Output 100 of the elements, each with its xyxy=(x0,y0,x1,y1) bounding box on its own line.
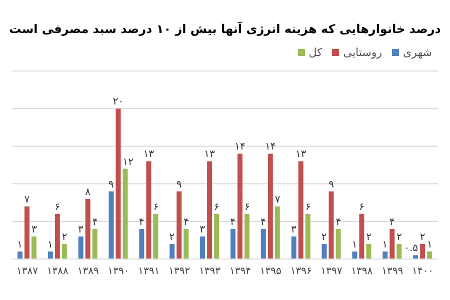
bar xyxy=(328,191,334,259)
bar xyxy=(116,108,121,259)
data-label: ۴ xyxy=(230,216,236,228)
data-label: ۲ xyxy=(321,232,327,243)
bar xyxy=(413,255,418,259)
data-label: ۶ xyxy=(153,202,159,213)
data-label: ۱۳ xyxy=(143,149,155,160)
data-label: ۱۲ xyxy=(122,156,134,168)
data-label: ۰.۵ xyxy=(404,243,418,254)
bar xyxy=(420,244,426,259)
bar xyxy=(359,214,364,259)
bar xyxy=(62,244,67,259)
bar xyxy=(24,206,30,259)
data-label: ۱۴ xyxy=(234,142,246,153)
x-tick-label: ۱۳۹۸ xyxy=(351,266,374,278)
bar xyxy=(305,214,310,259)
bar xyxy=(176,191,182,259)
bar xyxy=(352,251,358,259)
bar xyxy=(17,251,22,259)
bar xyxy=(366,244,372,259)
x-tick-label: ۱۳۹۱ xyxy=(138,266,160,278)
data-label: ۳ xyxy=(78,224,84,236)
x-tick-label: ۱۳۸۸ xyxy=(46,266,70,278)
x-tick-label: ۱۳۹۲ xyxy=(168,266,190,278)
data-label: ۶ xyxy=(359,202,364,213)
bar xyxy=(54,214,60,259)
data-label: ۹ xyxy=(176,179,182,190)
data-label: ۱۳ xyxy=(204,149,216,160)
data-label: ۲ xyxy=(169,232,175,243)
data-label: ۴ xyxy=(260,216,266,228)
bar xyxy=(336,228,341,259)
bar xyxy=(108,191,114,259)
data-label: ۲ xyxy=(62,232,68,243)
bar xyxy=(230,228,236,259)
data-label: ۷ xyxy=(24,194,30,206)
x-tick-label: ۱۳۹۷ xyxy=(320,266,343,278)
x-tick-label: ۱۴۰۰ xyxy=(412,266,434,278)
x-tick-label: ۱۳۹۵ xyxy=(260,266,282,278)
bar xyxy=(274,206,280,259)
bar xyxy=(31,236,36,259)
bar xyxy=(146,161,152,259)
bar xyxy=(170,244,175,259)
bar xyxy=(78,236,84,259)
bar xyxy=(382,251,388,259)
bar xyxy=(291,236,296,259)
bar xyxy=(322,244,327,259)
data-label: ۳ xyxy=(290,224,297,236)
data-label: ۱ xyxy=(352,239,358,250)
data-label: ۶ xyxy=(305,202,311,213)
data-label: ۴ xyxy=(184,216,189,228)
bar xyxy=(427,251,432,259)
data-label: ۲۰ xyxy=(112,96,124,108)
data-label: ۹ xyxy=(108,179,114,190)
data-label: ۲ xyxy=(396,232,402,243)
data-label: ۱ xyxy=(382,239,388,250)
data-label: ۸ xyxy=(85,186,92,198)
x-tick-label: ۱۳۹۴ xyxy=(229,266,251,278)
data-label: ۷ xyxy=(274,194,281,206)
data-label: ۱۴ xyxy=(265,142,276,153)
data-label: ۶ xyxy=(244,202,250,213)
legend-label: روستایی xyxy=(343,46,382,59)
chart-title: درصد خانوارهایی که هزینه انرژی آنها بیش از ۱۰ درصد سبد مصرفی است xyxy=(8,20,442,38)
bar xyxy=(153,214,158,259)
data-label: ۲ xyxy=(420,232,426,243)
bar xyxy=(244,214,250,259)
bar xyxy=(396,244,402,259)
data-label: ۳ xyxy=(31,224,38,236)
bar xyxy=(139,228,144,259)
bar xyxy=(260,228,266,259)
bar xyxy=(48,251,53,259)
data-label: ۲ xyxy=(366,232,372,243)
bar xyxy=(268,154,273,259)
data-label: ۳ xyxy=(200,224,206,236)
x-tick-label: ۱۳۹۶ xyxy=(290,266,312,278)
data-label: ۶ xyxy=(214,202,220,213)
data-label: ۴ xyxy=(92,216,98,228)
bar xyxy=(122,168,128,259)
data-label: ۱ xyxy=(48,239,53,250)
bar xyxy=(214,214,220,259)
bar xyxy=(237,154,242,259)
bar xyxy=(85,198,90,259)
data-label: ۴ xyxy=(138,216,144,228)
bar xyxy=(184,228,189,259)
bar xyxy=(92,228,98,259)
data-label: ۱۳ xyxy=(295,149,307,160)
legend-label: کل xyxy=(308,46,322,59)
x-tick-label: ۱۳۹۹ xyxy=(382,266,404,278)
bar xyxy=(298,161,304,259)
x-tick-label: ۱۳۹۰ xyxy=(108,266,130,278)
data-label: ۹ xyxy=(328,179,334,190)
x-tick-label: ۱۳۸۹ xyxy=(77,266,99,278)
bar xyxy=(200,236,206,259)
legend-label: شهری xyxy=(403,46,432,59)
data-label: ۴ xyxy=(336,216,342,228)
data-label: ۱ xyxy=(17,239,22,250)
x-tick-label: ۱۳۸۷ xyxy=(16,266,39,278)
bar xyxy=(390,228,395,259)
data-label: ۶ xyxy=(54,202,60,213)
x-tick-label: ۱۳۹۳ xyxy=(199,266,222,278)
bar xyxy=(207,161,212,259)
